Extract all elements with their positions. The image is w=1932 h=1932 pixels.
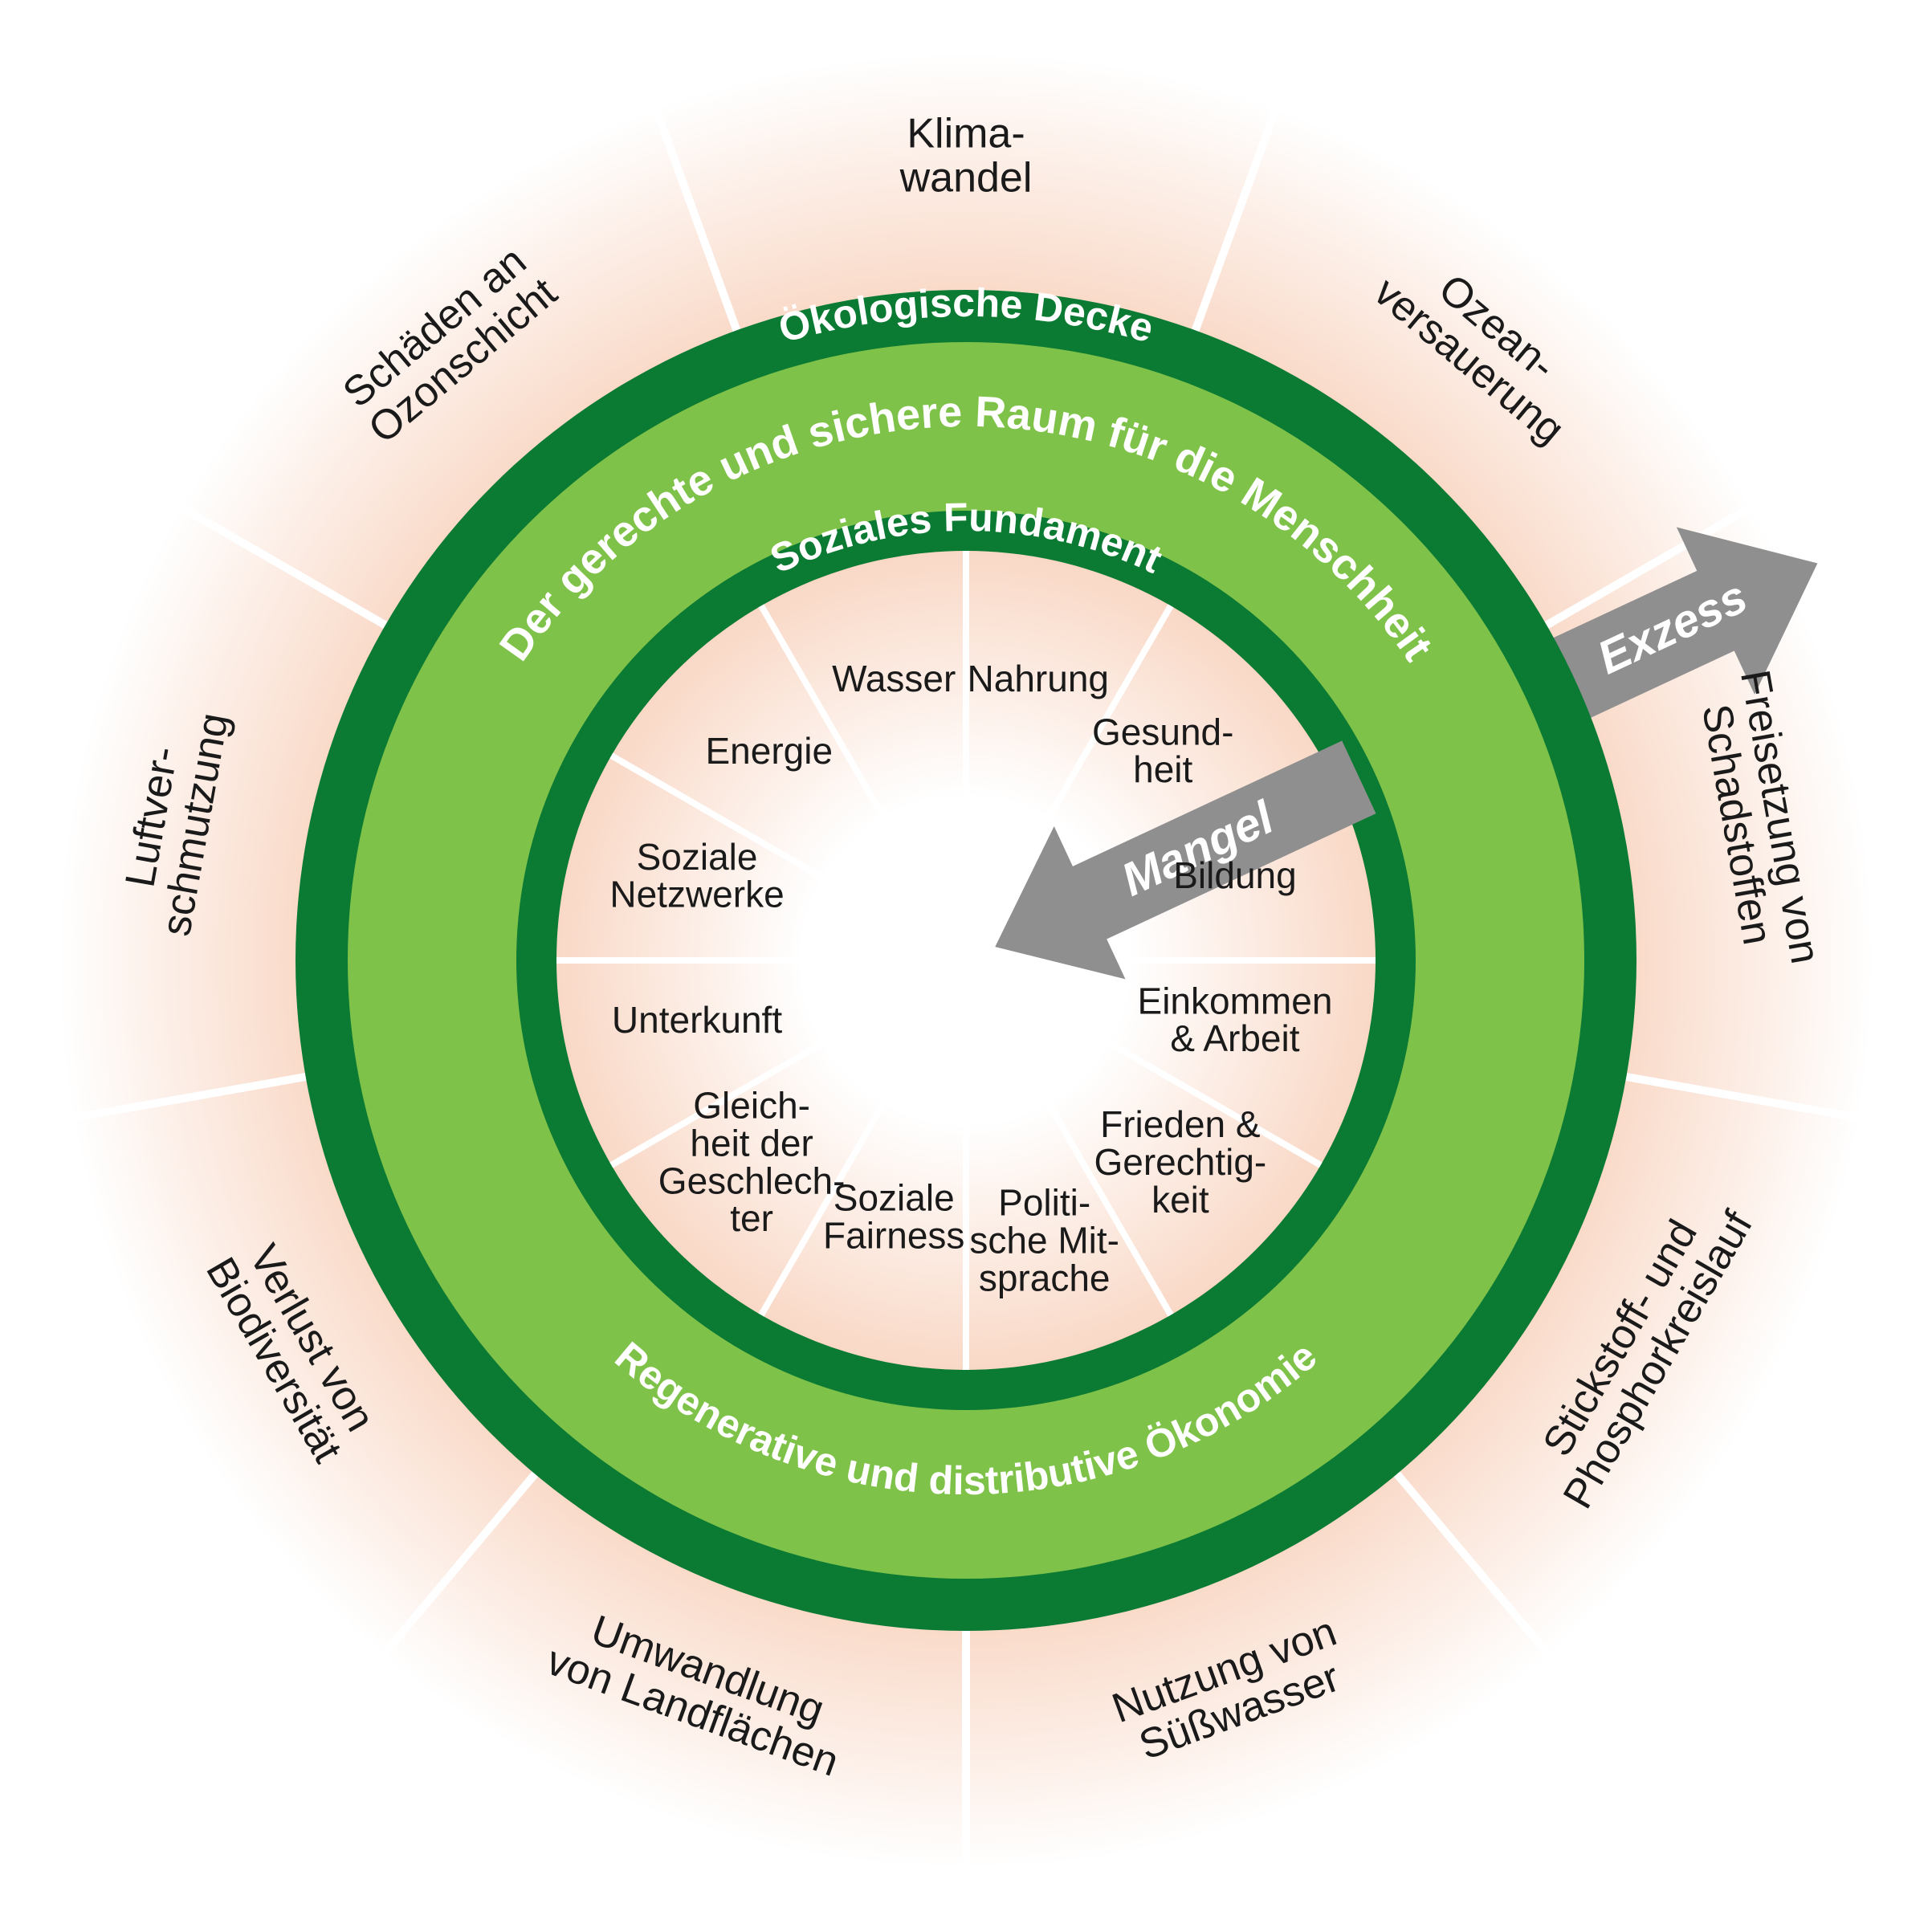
outer-segment-label: Klima-wandel: [899, 111, 1033, 202]
inner-segment-label: Nahrung: [968, 658, 1109, 699]
inner-segment-label: Energie: [705, 730, 833, 772]
doughnut-diagram: ExzessMangelÖkologische DeckeSoziales Fu…: [0, 0, 1932, 1932]
inner-segment-label: Unterkunft: [612, 999, 782, 1041]
inner-segment-label: Bildung: [1173, 854, 1296, 896]
outer-segment-text: Klima-wandel: [899, 111, 1033, 202]
inner-segment-label: Wasser: [832, 658, 956, 699]
